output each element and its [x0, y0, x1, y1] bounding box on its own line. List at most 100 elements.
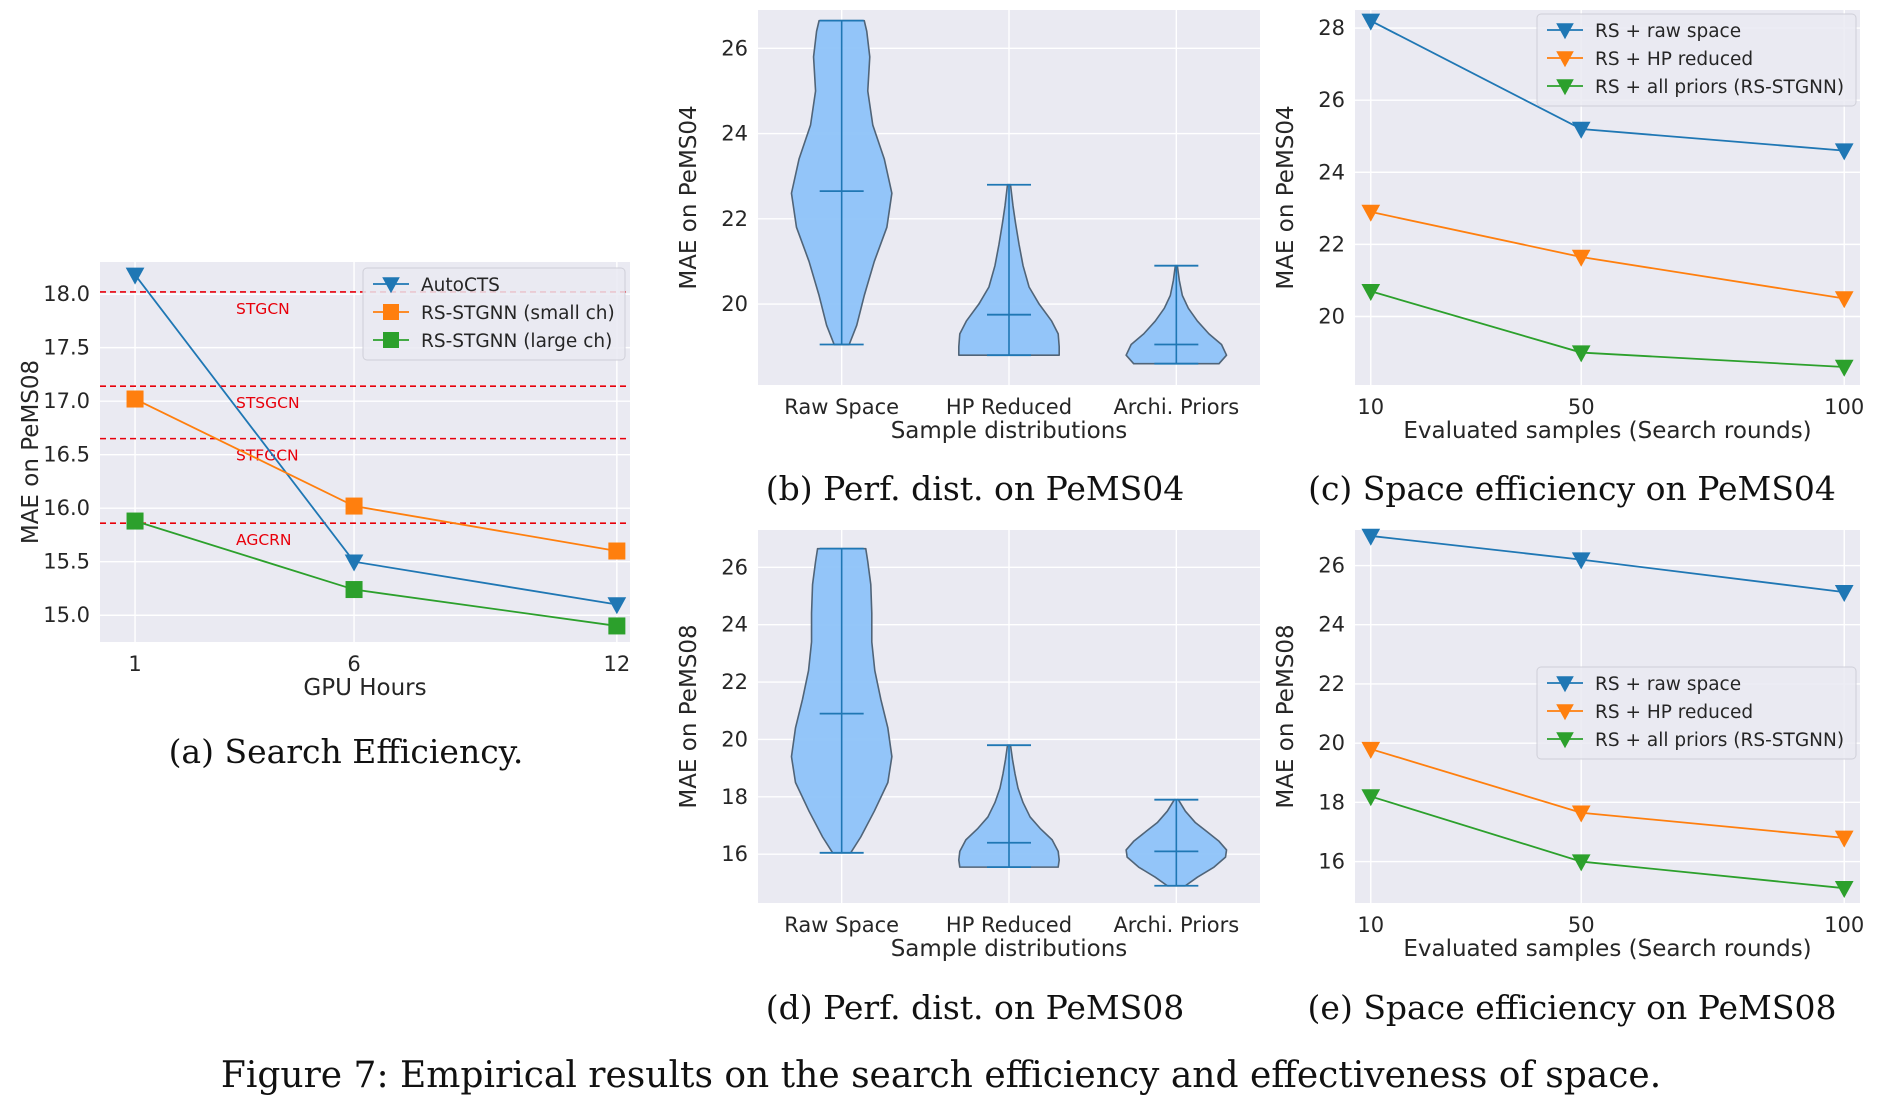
data-point — [1361, 741, 1381, 759]
data-point — [1361, 204, 1381, 222]
subplot-caption: (b) Perf. dist. on PeMS04 — [766, 469, 1185, 508]
legend-label: RS + all priors (RS-STGNN) — [1595, 730, 1844, 751]
legend-box — [1536, 13, 1857, 107]
x-axis-label: Sample distributions — [891, 936, 1128, 962]
data-point — [345, 581, 363, 599]
legend-marker — [1556, 51, 1574, 68]
y-tick-label: 15.0 — [43, 603, 90, 627]
data-point — [1834, 880, 1854, 898]
y-tick-label: 16 — [721, 842, 748, 866]
y-tick-label: 18 — [721, 785, 748, 809]
x-tick-label: 50 — [1568, 913, 1595, 937]
y-tick-label: 17.0 — [43, 389, 90, 413]
data-point — [1361, 13, 1381, 31]
y-tick-label: 22 — [721, 670, 748, 694]
data-point — [1834, 143, 1854, 161]
x-axis-label: Sample distributions — [891, 418, 1128, 444]
data-point — [1834, 584, 1854, 602]
x-tick-label: 6 — [347, 652, 360, 676]
x-tick-label: 10 — [1357, 395, 1384, 419]
y-axis-label: MAE on PeMS04 — [676, 105, 702, 289]
data-point — [1571, 552, 1591, 570]
data-point — [345, 497, 363, 515]
reference-line-label: STFGCN — [236, 447, 299, 465]
y-tick-label: 20 — [1318, 304, 1345, 328]
y-tick-label: 28 — [1318, 16, 1345, 40]
x-tick-label: Raw Space — [784, 913, 899, 937]
x-axis-label: Evaluated samples (Search rounds) — [1403, 936, 1811, 962]
data-point — [1361, 528, 1381, 546]
y-tick-label: 16.0 — [43, 496, 90, 520]
legend-marker — [1556, 732, 1574, 749]
data-point — [1361, 284, 1381, 302]
subplot-caption: (e) Space efficiency on PeMS08 — [1308, 988, 1837, 1027]
y-tick-label: 18 — [1318, 790, 1345, 814]
legend-marker — [1556, 676, 1574, 693]
legend-box — [362, 267, 626, 361]
chart-c: 20 22 24 26 28 10 50 100 Evaluated samples (Sear… — [1273, 10, 1864, 508]
x-tick-label: 10 — [1357, 913, 1384, 937]
data-point — [1571, 854, 1591, 872]
data-point — [1571, 805, 1591, 823]
legend-marker — [383, 332, 399, 348]
legend-marker — [1556, 704, 1574, 721]
y-tick-label: 20 — [721, 292, 748, 316]
data-point — [1571, 121, 1591, 139]
y-tick-label: 20 — [1318, 731, 1345, 755]
x-tick-label: Archi. Priors — [1113, 913, 1239, 937]
data-point — [1834, 291, 1854, 309]
x-tick-label: HP Reduced — [946, 913, 1072, 937]
data-point — [1834, 830, 1854, 848]
y-tick-label: 22 — [1318, 232, 1345, 256]
subplot-caption: (a) Search Efficiency. — [169, 732, 524, 771]
y-axis-label: MAE on PeMS08 — [1273, 624, 1299, 808]
data-point — [1571, 345, 1591, 363]
data-point — [125, 267, 145, 285]
y-tick-label: 20 — [721, 727, 748, 751]
reference-line-label: STGCN — [236, 300, 290, 318]
legend-label: RS + HP reduced — [1595, 702, 1753, 723]
data-point — [126, 390, 144, 408]
subplot-caption: (d) Perf. dist. on PeMS08 — [766, 988, 1185, 1027]
y-axis-label: MAE on PeMS08 — [18, 360, 44, 544]
legend-label: RS-STGNN (large ch) — [421, 331, 612, 352]
legend-label: RS + raw space — [1595, 21, 1741, 42]
data-point — [1571, 249, 1591, 267]
chart-a: 15.0 15.5 16.0 16.5 17.0 17.5 18.0 1 6 12 GPU Hour… — [18, 262, 630, 771]
figure-caption: Figure 7: Empirical results on the searc… — [221, 1055, 1661, 1096]
legend-marker — [383, 304, 399, 320]
y-tick-label: 24 — [1318, 613, 1345, 637]
y-tick-label: 15.5 — [43, 550, 90, 574]
legend-marker — [1556, 23, 1574, 40]
data-point — [344, 554, 364, 572]
x-tick-label: 50 — [1568, 395, 1595, 419]
legend-box — [1536, 666, 1857, 760]
x-tick-label: 12 — [603, 652, 630, 676]
y-tick-label: 26 — [721, 555, 748, 579]
y-tick-label: 16.5 — [43, 443, 90, 467]
data-point — [1834, 359, 1854, 377]
y-tick-label: 22 — [1318, 672, 1345, 696]
y-tick-label: 18.0 — [43, 282, 90, 306]
y-tick-label: 22 — [721, 207, 748, 231]
y-tick-label: 26 — [721, 36, 748, 60]
legend-label: RS-STGNN (small ch) — [421, 303, 615, 324]
legend-label: RS + raw space — [1595, 674, 1741, 695]
y-tick-label: 26 — [1318, 554, 1345, 578]
y-axis-label: MAE on PeMS08 — [676, 624, 702, 808]
x-axis-label: GPU Hours — [303, 675, 426, 701]
y-tick-label: 24 — [1318, 160, 1345, 184]
x-tick-label: HP Reduced — [946, 395, 1072, 419]
y-tick-label: 17.5 — [43, 336, 90, 360]
chart-b: 20 22 24 26 Raw Space HP Reduced Archi. Priors… — [676, 10, 1260, 508]
subplot-caption: (c) Space efficiency on PeMS04 — [1308, 469, 1836, 508]
x-tick-label: 100 — [1824, 913, 1864, 937]
data-point — [1361, 789, 1381, 807]
legend-label: RS + all priors (RS-STGNN) — [1595, 77, 1844, 98]
legend-marker — [382, 277, 400, 294]
data-point — [608, 617, 626, 635]
chart-e: 16 18 20 22 24 26 10 50 100 Evaluated samples (Se… — [1273, 528, 1864, 1027]
legend-label: RS + HP reduced — [1595, 49, 1753, 70]
x-tick-label: 1 — [128, 652, 141, 676]
